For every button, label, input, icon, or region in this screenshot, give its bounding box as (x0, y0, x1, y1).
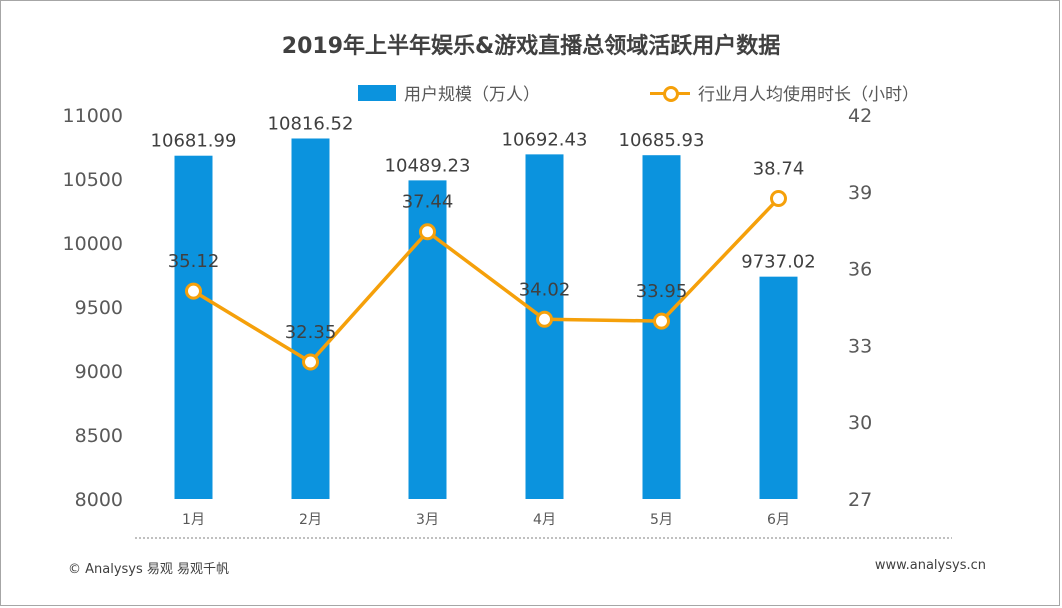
line-point (302, 353, 319, 371)
bar-value-label: 10685.93 (619, 130, 705, 151)
y-left-tick-label: 11000 (63, 105, 123, 127)
footer-copyright: © Analysys 易观 易观千帆 (68, 562, 230, 577)
legend-bar-swatch (358, 84, 396, 101)
legend-label-usage-time: 行业月人均使用时长（小时） (698, 85, 919, 105)
line-series-path (192, 197, 780, 364)
bar (174, 155, 213, 500)
bar-value-label: 10692.43 (502, 129, 588, 150)
line-point (653, 312, 670, 330)
line-value-label: 37.44 (402, 192, 454, 213)
x-tick-label: 2月 (299, 512, 322, 528)
bar-value-label: 10816.52 (268, 113, 354, 134)
bar (291, 138, 330, 499)
line-point (770, 189, 787, 207)
x-tick-label: 3月 (416, 512, 439, 528)
line-point (185, 282, 202, 300)
line-point (419, 223, 436, 241)
bar-value-label: 10681.99 (151, 131, 237, 152)
x-tick-label: 4月 (533, 512, 556, 528)
legend-label-user-scale: 用户规模（万人） (404, 85, 540, 105)
line-value-label: 34.02 (519, 279, 571, 300)
legend-line-swatch (650, 85, 690, 102)
legend-item-user-scale: 用户规模（万人） (358, 80, 540, 105)
bar (759, 276, 798, 499)
y-right-tick-label: 36 (848, 259, 872, 281)
bar-value-label: 9737.02 (741, 252, 815, 273)
y-left-tick-label: 9500 (75, 297, 123, 319)
x-tick-label: 5月 (650, 512, 673, 528)
y-left-tick-label: 10000 (63, 233, 123, 255)
y-right-tick-label: 39 (848, 182, 872, 204)
x-tick-label: 1月 (182, 512, 205, 528)
line-value-label: 33.95 (636, 281, 688, 302)
y-right-tick-label: 27 (848, 489, 872, 511)
y-left-tick-label: 9000 (75, 361, 123, 383)
y-right-tick-label: 30 (848, 412, 872, 434)
footer-website: www.analysys.cn (874, 558, 986, 573)
line-value-label: 35.12 (168, 251, 220, 272)
legend-item-usage-time: 行业月人均使用时长（小时） (650, 80, 919, 105)
y-left-tick-label: 10500 (63, 169, 123, 191)
y-right-tick-label: 42 (848, 105, 872, 127)
line-value-label: 38.74 (753, 158, 805, 179)
y-right-tick-label: 33 (848, 335, 872, 357)
line-value-label: 32.35 (285, 322, 337, 343)
chart-title: 2019年上半年娱乐&游戏直播总领域活跃用户数据 (281, 34, 781, 59)
y-left-tick-label: 8500 (75, 425, 123, 447)
legend: 用户规模（万人） 行业月人均使用时长（小时） (0, 80, 1062, 105)
line-point (536, 310, 553, 328)
x-tick-label: 6月 (767, 512, 790, 528)
bar-value-label: 10489.23 (385, 155, 471, 176)
y-left-tick-label: 8000 (75, 489, 123, 511)
